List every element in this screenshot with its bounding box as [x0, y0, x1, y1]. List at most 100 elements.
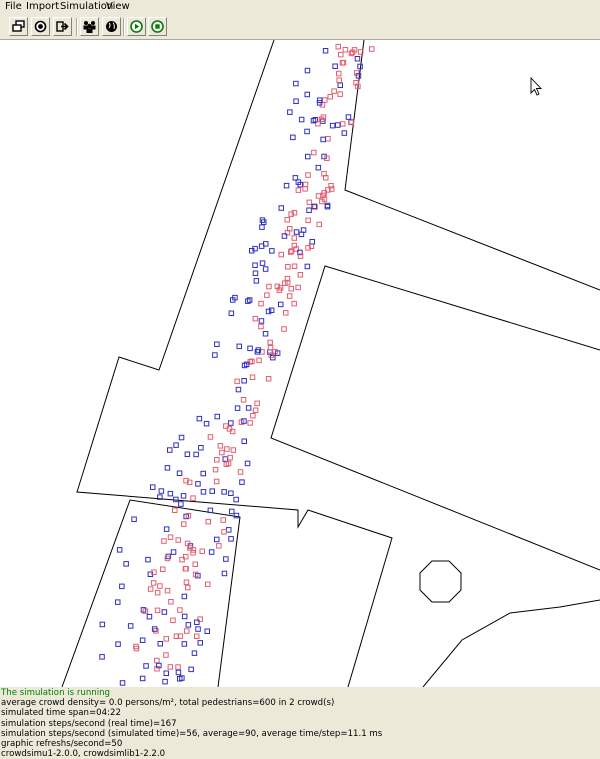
pedestrian-crowd-2 — [117, 548, 122, 553]
pedestrian-crowd-1 — [332, 89, 337, 94]
crowd-icon — [82, 19, 97, 34]
pedestrian-crowd-2 — [310, 240, 315, 245]
pedestrian-crowd-2 — [209, 550, 214, 555]
pedestrian-crowd-1 — [317, 222, 322, 227]
pedestrian-crowd-1 — [184, 580, 189, 585]
menu-import[interactable]: Import — [26, 1, 59, 13]
pedestrian-crowd-2 — [224, 557, 229, 562]
pedestrian-crowd-2 — [215, 537, 220, 542]
mouse-cursor-icon — [531, 78, 541, 95]
pedestrian-crowd-2 — [120, 584, 125, 589]
status-refresh: graphic refreshs/second=50 — [1, 739, 600, 749]
pedestrian-crowd-2 — [325, 203, 330, 208]
pedestrian-crowd-2 — [223, 457, 228, 462]
pedestrian-crowd-2 — [194, 452, 199, 457]
pedestrian-crowd-2 — [342, 131, 347, 136]
pedestrian-crowd-2 — [227, 528, 232, 533]
pedestrian-crowd-2 — [284, 183, 289, 188]
pedestrian-crowd-1 — [341, 122, 346, 127]
pedestrian-crowd-1 — [328, 95, 333, 100]
pedestrian-crowd-2 — [325, 204, 330, 209]
pedestrian-crowd-1 — [221, 518, 226, 523]
pedestrian-crowd-1 — [182, 522, 187, 527]
pedestrian-crowd-1 — [173, 508, 178, 513]
pedestrian-crowd-1 — [241, 398, 246, 403]
pedestrian-crowd-2 — [288, 110, 293, 115]
windows-button[interactable] — [9, 17, 28, 36]
toolbar-separator — [123, 18, 125, 36]
menu-bar: File Import Simulation View — [0, 0, 600, 14]
pedestrian-crowd-1 — [312, 150, 317, 155]
pedestrian-crowd-1 — [198, 617, 203, 622]
pedestrian-crowd-1 — [284, 311, 289, 316]
globe-icon — [104, 19, 119, 34]
pedestrian-crowd-1 — [213, 467, 218, 472]
pedestrian-crowd-1 — [285, 218, 290, 223]
pedestrian-crowd-2 — [215, 342, 220, 347]
pedestrian-crowd-1 — [292, 301, 297, 306]
building-bottom-left — [62, 500, 240, 687]
pedestrian-crowd-2 — [305, 264, 310, 269]
pedestrian-crowd-1 — [338, 92, 343, 97]
play-button[interactable] — [127, 17, 146, 36]
pedestrian-crowd-2 — [185, 452, 190, 457]
pedestrian-crowd-1 — [193, 562, 198, 567]
pedestrian-crowd-1 — [292, 236, 297, 241]
pedestrian-crowd-1 — [231, 448, 236, 453]
pedestrian-crowd-1 — [200, 549, 205, 554]
pedestrian-crowd-2 — [147, 614, 152, 619]
pedestrian-crowd-1 — [215, 458, 220, 463]
pedestrian-crowd-2 — [294, 99, 299, 104]
pedestrian-crowd-2 — [198, 641, 203, 646]
pedestrian-crowd-1 — [292, 264, 297, 269]
pedestrian-crowd-1 — [337, 71, 342, 76]
simulation-canvas[interactable] — [0, 40, 600, 687]
pedestrian-crowd-2 — [196, 482, 201, 487]
status-version: crowdsimu1-2.0.0, crowdsimlib1-2.2.0 — [1, 749, 600, 759]
pedestrian-crowd-2 — [176, 670, 181, 675]
record-button[interactable] — [31, 17, 50, 36]
pedestrian-crowd-2 — [199, 446, 204, 451]
curved-wall — [423, 600, 600, 687]
pedestrian-crowd-1 — [155, 608, 160, 613]
pedestrian-crowd-1 — [222, 530, 227, 535]
pedestrian-crowd-2 — [100, 655, 105, 660]
stop-button[interactable] — [148, 17, 167, 36]
pedestrian-crowd-1 — [158, 584, 163, 589]
pedestrian-crowd-1 — [355, 71, 360, 76]
pedestrian-crowd-1 — [279, 252, 284, 256]
pedestrian-crowd-1 — [225, 447, 230, 452]
pedestrian-crowd-2 — [168, 491, 173, 496]
pedestrian-crowd-2 — [305, 68, 310, 73]
pedestrian-crowd-2 — [307, 208, 312, 213]
pedestrian-crowd-1 — [235, 379, 240, 384]
pedestrian-crowd-2 — [174, 443, 179, 448]
pedestrian-crowd-1 — [259, 301, 264, 306]
pedestrian-crowd-2 — [124, 562, 128, 567]
pedestrian-crowd-2 — [195, 620, 200, 625]
pedestrian-crowd-1 — [253, 408, 258, 413]
pedestrian-crowd-2 — [305, 129, 310, 134]
pedestrian-crowd-1 — [208, 435, 213, 440]
pedestrian-crowd-2 — [229, 311, 234, 316]
menu-view[interactable]: View — [106, 1, 130, 13]
pedestrian-crowd-1 — [250, 375, 255, 380]
pedestrian-crowd-2 — [240, 480, 245, 485]
pedestrian-crowd-2 — [321, 137, 326, 142]
pedestrian-crowd-2 — [269, 308, 274, 313]
export-button[interactable] — [53, 17, 72, 36]
pedestrian-crowd-1 — [148, 587, 153, 592]
menu-file[interactable]: File — [5, 1, 22, 13]
pedestrian-crowd-1 — [253, 316, 258, 321]
pedestrian-crowd-2 — [210, 489, 215, 494]
pedestrian-crowd-2 — [100, 622, 105, 627]
pedestrian-crowd-2 — [140, 676, 145, 681]
pedestrian-crowd-2 — [192, 651, 197, 656]
globe-button[interactable] — [102, 17, 121, 36]
crowd-button[interactable] — [80, 17, 99, 36]
pedestrian-crowd-2 — [205, 629, 210, 634]
pedestrian-crowd-2 — [291, 135, 296, 140]
pedestrian-crowd-1 — [303, 182, 308, 187]
pedestrian-crowd-2 — [259, 319, 264, 324]
pedestrian-crowd-2 — [248, 346, 253, 351]
